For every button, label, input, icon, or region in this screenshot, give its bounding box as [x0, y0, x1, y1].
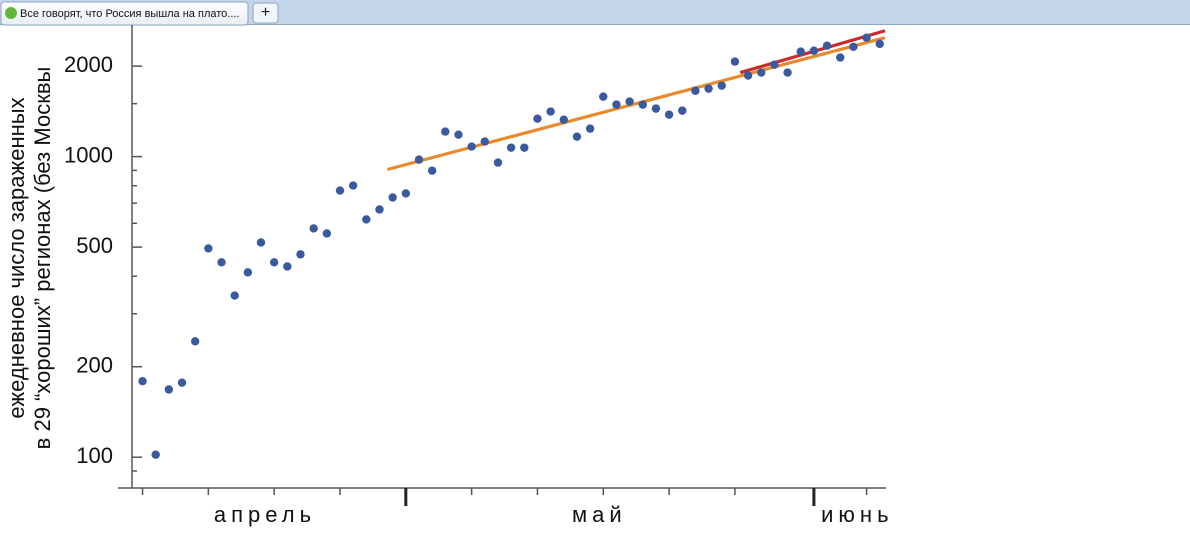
- data-point: [230, 291, 239, 300]
- data-point: [335, 186, 345, 195]
- data-point: [138, 377, 147, 386]
- y-tick-label: 200: [76, 353, 113, 378]
- data-point: [875, 39, 884, 49]
- y-tick-label: 100: [76, 443, 113, 468]
- y-axis-label: ежедневное число зараженных: [4, 97, 29, 418]
- tab-shape[interactable]: [0, 1, 249, 26]
- data-point: [585, 124, 595, 133]
- data-point: [612, 100, 621, 109]
- data-point: [836, 53, 845, 62]
- data-point: [770, 60, 779, 69]
- data-point: [559, 115, 568, 124]
- data-point: [480, 137, 490, 146]
- data-point: [283, 262, 292, 271]
- data-point: [151, 450, 160, 459]
- data-point: [730, 57, 740, 66]
- data-point: [296, 250, 305, 259]
- data-point: [757, 68, 766, 77]
- data-point: [375, 205, 384, 214]
- month-label: май: [572, 502, 627, 527]
- data-point: [388, 193, 397, 202]
- data-point: [691, 86, 700, 95]
- data-point: [493, 158, 503, 167]
- tab[interactable]: Все говорят, что Россия вышла на плато..…: [0, 1, 249, 26]
- tab-title[interactable]: Все говорят, что Россия вышла на плато..…: [20, 8, 240, 20]
- favicon: [5, 7, 17, 19]
- data-point: [625, 97, 634, 106]
- data-point: [322, 229, 332, 238]
- data-point: [862, 33, 871, 42]
- data-point: [362, 215, 371, 224]
- y-tick-label: 1000: [64, 142, 113, 167]
- data-point: [441, 127, 450, 136]
- data-point: [256, 238, 266, 247]
- data-point: [678, 106, 687, 115]
- y-tick-label: 2000: [64, 52, 113, 77]
- data-point: [651, 104, 661, 113]
- data-point: [572, 132, 582, 141]
- data-point: [533, 114, 542, 123]
- data-point: [664, 110, 674, 119]
- month-label: апрель: [214, 502, 316, 527]
- data-point: [309, 224, 318, 233]
- data-point: [467, 142, 476, 151]
- data-point: [809, 46, 819, 55]
- data-point: [401, 189, 411, 198]
- data-point: [599, 92, 608, 101]
- data-point: [164, 385, 174, 394]
- data-point: [783, 68, 792, 77]
- data-point: [190, 337, 200, 346]
- data-point: [796, 47, 805, 56]
- data-point: [177, 378, 187, 387]
- data-point: [414, 155, 424, 164]
- new-tab-label[interactable]: +: [261, 4, 270, 21]
- data-point: [520, 143, 529, 152]
- data-point: [243, 268, 253, 277]
- data-point: [204, 244, 213, 253]
- data-point: [743, 71, 753, 80]
- data-point: [348, 181, 358, 190]
- data-point: [454, 130, 463, 139]
- new-tab-button[interactable]: [252, 2, 279, 24]
- data-point: [427, 166, 437, 175]
- fit-line: [386, 36, 886, 172]
- plot: ежедневное число зараженных в 29 “хороши…: [4, 25, 893, 527]
- month-label: июнь: [821, 502, 893, 527]
- data-point: [269, 258, 279, 267]
- data-point: [217, 258, 226, 267]
- data-point: [704, 84, 713, 93]
- data-point: [717, 81, 726, 90]
- data-point: [546, 107, 555, 116]
- data-point: [822, 41, 832, 50]
- data-point: [638, 100, 647, 109]
- data-point: [506, 143, 516, 152]
- y-tick-label: 500: [76, 233, 113, 258]
- y-axis-label: в 29 “хороших” регионах (без Москвы: [30, 67, 55, 450]
- data-point: [849, 42, 858, 52]
